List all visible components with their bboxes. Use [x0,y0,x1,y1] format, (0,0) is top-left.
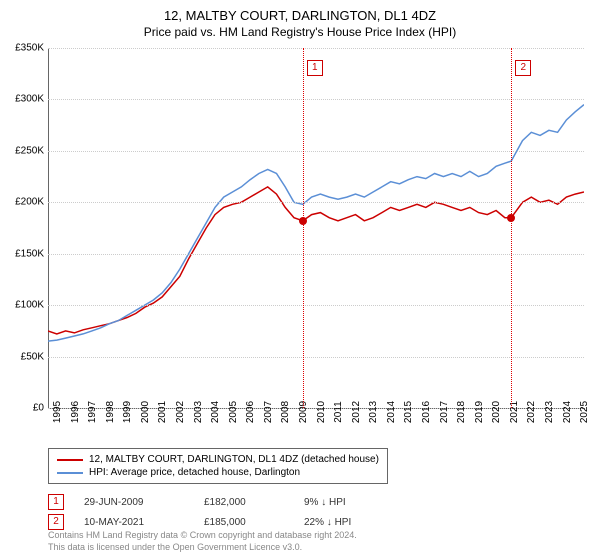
x-axis-label: 2012 [347,401,362,423]
sale-price: £185,000 [204,517,304,528]
chart-subtitle: Price paid vs. HM Land Registry's House … [0,23,600,45]
y-axis-label: £200K [15,197,48,208]
legend-item: 12, MALTBY COURT, DARLINGTON, DL1 4DZ (d… [57,453,379,466]
sale-price: £182,000 [204,497,304,508]
sale-marker-box: 2 [515,60,531,76]
x-axis-label: 2004 [206,401,221,423]
x-axis-label: 2019 [470,401,485,423]
chart-container: 12, MALTBY COURT, DARLINGTON, DL1 4DZ Pr… [0,0,600,560]
legend-box: 12, MALTBY COURT, DARLINGTON, DL1 4DZ (d… [48,448,388,484]
gridline [48,202,584,203]
sale-marker-box: 2 [48,514,64,530]
x-axis-label: 2006 [241,401,256,423]
legend-label: 12, MALTBY COURT, DARLINGTON, DL1 4DZ (d… [89,454,379,465]
x-axis-label: 1995 [48,401,63,423]
sale-marker-box: 1 [48,494,64,510]
legend-item: HPI: Average price, detached house, Darl… [57,466,379,479]
x-axis-label: 2005 [224,401,239,423]
x-axis-label: 2025 [575,401,590,423]
y-axis-label: £50K [21,351,48,362]
footer-attribution: Contains HM Land Registry data © Crown c… [48,530,357,553]
sale-date: 10-MAY-2021 [64,517,204,528]
x-axis-label: 2017 [435,401,450,423]
gridline [48,99,584,100]
x-axis-label: 1996 [66,401,81,423]
x-axis-label: 2008 [276,401,291,423]
x-axis-label: 2009 [294,401,309,423]
x-axis-label: 1998 [101,401,116,423]
footer-line: This data is licensed under the Open Gov… [48,542,357,554]
x-axis-label: 2021 [505,401,520,423]
x-axis-label: 2003 [189,401,204,423]
sale-marker-box: 1 [307,60,323,76]
y-axis-label: £150K [15,248,48,259]
gridline [48,48,584,49]
x-axis-label: 2000 [136,401,151,423]
x-axis-label: 1997 [83,401,98,423]
chart-title: 12, MALTBY COURT, DARLINGTON, DL1 4DZ [0,0,600,23]
legend-swatch [57,459,83,461]
sale-dot [299,217,307,225]
footer-line: Contains HM Land Registry data © Crown c… [48,530,357,542]
x-axis-label: 2007 [259,401,274,423]
x-axis-label: 2014 [382,401,397,423]
x-axis-label: 2015 [399,401,414,423]
x-axis-label: 2002 [171,401,186,423]
sale-vline [303,48,304,408]
sale-row: 210-MAY-2021£185,00022% ↓ HPI [48,512,424,532]
gridline [48,151,584,152]
legend-swatch [57,472,83,474]
sales-table: 129-JUN-2009£182,0009% ↓ HPI210-MAY-2021… [48,492,424,532]
x-axis-label: 2011 [329,401,344,423]
y-axis-label: £0 [33,403,48,414]
legend-label: HPI: Average price, detached house, Darl… [89,467,300,478]
x-axis-label: 1999 [118,401,133,423]
sale-delta: 22% ↓ HPI [304,517,424,528]
gridline [48,254,584,255]
y-axis-label: £250K [15,145,48,156]
x-axis-label: 2018 [452,401,467,423]
series-line [48,187,584,334]
chart-lines [48,48,584,408]
x-axis-label: 2022 [522,401,537,423]
chart-plot-area: £0£50K£100K£150K£200K£250K£300K£350K1995… [48,48,584,408]
x-axis-label: 2013 [364,401,379,423]
sale-vline [511,48,512,408]
x-axis-label: 2016 [417,401,432,423]
y-axis-label: £300K [15,94,48,105]
sale-date: 29-JUN-2009 [64,497,204,508]
gridline [48,357,584,358]
x-axis-label: 2024 [558,401,573,423]
sale-delta: 9% ↓ HPI [304,497,424,508]
y-axis-label: £350K [15,43,48,54]
sale-dot [507,214,515,222]
gridline [48,305,584,306]
x-axis-label: 2020 [487,401,502,423]
y-axis-label: £100K [15,300,48,311]
sale-row: 129-JUN-2009£182,0009% ↓ HPI [48,492,424,512]
x-axis-label: 2001 [153,401,168,423]
x-axis-label: 2023 [540,401,555,423]
x-axis-label: 2010 [312,401,327,423]
